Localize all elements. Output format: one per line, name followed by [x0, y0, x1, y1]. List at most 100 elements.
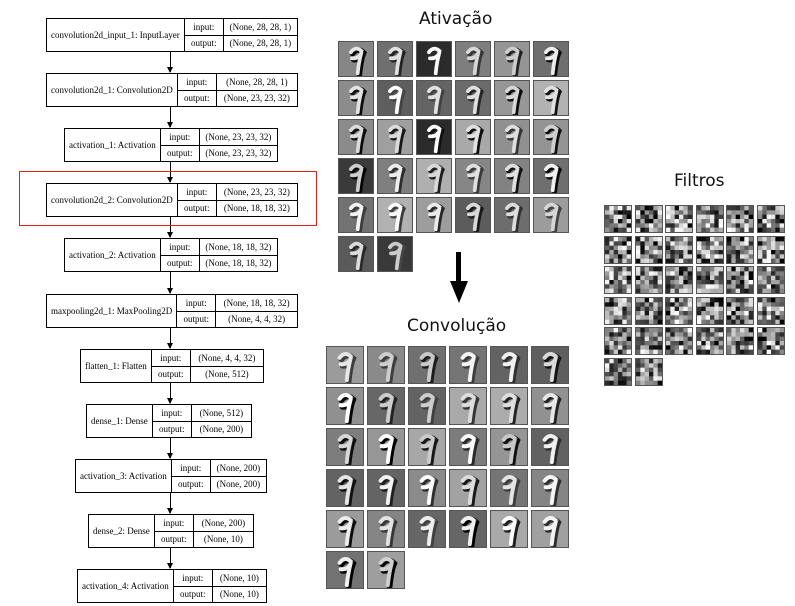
feature-map-tile — [494, 119, 530, 155]
flow-arrow — [167, 492, 173, 514]
filter-tile — [604, 357, 632, 386]
output-shape: (None, 10) — [219, 589, 259, 600]
filter-tile — [756, 327, 785, 355]
filter-tile — [665, 205, 693, 233]
input-label: input: — [172, 460, 211, 476]
feature-map-tile — [326, 469, 364, 507]
input-shape: (None, 23, 23, 32) — [223, 186, 290, 197]
filter-tile — [665, 235, 693, 264]
output-label: output: — [152, 366, 191, 382]
feature-map-tile — [490, 346, 528, 384]
feature-map-tile — [326, 387, 364, 425]
feature-map-tile — [449, 346, 487, 384]
filter-tile — [756, 296, 785, 325]
layer-name: activation_2: Activation — [65, 239, 161, 271]
filter-tile — [604, 205, 632, 233]
output-shape: (None, 23, 23, 32) — [205, 148, 272, 159]
feature-map-tile — [416, 80, 452, 116]
output-label: output: — [172, 476, 211, 492]
layer-node: maxpooling2d_1: MaxPooling2D input: (None,… — [46, 294, 298, 328]
layer-node: activation_4: Activation input: (None, 10)… — [77, 569, 267, 603]
layer-name: activation_1: Activation — [65, 129, 161, 161]
input-label: input: — [185, 19, 224, 35]
output-shape: (None, 512) — [205, 369, 249, 380]
filter-tile — [604, 235, 632, 264]
output-shape: (None, 200) — [199, 424, 244, 435]
layer-name: convolution2d_2: Convolution2D — [47, 184, 178, 216]
input-shape: (None, 28, 28, 1) — [226, 76, 288, 87]
activation-title: Ativação — [419, 9, 493, 29]
layer-node: activation_1: Activation input: (None, 23,… — [64, 128, 278, 162]
convolution-title: Convolução — [407, 316, 507, 336]
filter-tile — [665, 266, 693, 294]
flow-arrow — [167, 51, 173, 73]
feature-map-tile — [455, 41, 491, 77]
feature-map-tile — [338, 236, 374, 272]
filter-tile — [634, 357, 663, 386]
input-shape: (None, 200) — [201, 517, 246, 528]
output-label: output: — [177, 311, 217, 327]
layer-name: convolution2d_1: Convolution2D — [47, 74, 178, 106]
filter-tile — [726, 266, 754, 294]
layer-name: convolution2d_input_1: InputLayer — [47, 19, 185, 51]
filter-tile — [726, 296, 754, 325]
input-shape: (None, 4, 4, 32) — [198, 352, 256, 363]
layer-node: convolution2d_2: Convolution2D input: (Non… — [46, 183, 298, 217]
feature-map-tile — [449, 387, 487, 425]
feature-map-tile — [531, 387, 569, 425]
output-shape: (None, 28, 28, 1) — [229, 38, 292, 49]
output-shape: (None, 23, 23, 32) — [223, 93, 290, 104]
filter-tile — [756, 235, 785, 264]
filter-tile — [665, 296, 693, 325]
feature-map-tile — [367, 551, 405, 589]
input-label: input: — [153, 405, 192, 421]
flow-arrow — [167, 106, 173, 128]
input-label: input: — [178, 184, 217, 200]
feature-map-tile — [455, 197, 491, 233]
highlight-box — [19, 171, 317, 226]
input-label: input: — [155, 515, 194, 531]
feature-map-tile — [490, 428, 528, 466]
feature-map-tile — [408, 469, 446, 507]
input-label: input: — [161, 239, 200, 255]
feature-map-tile — [326, 428, 364, 466]
flow-arrow — [167, 327, 173, 349]
flow-arrow — [167, 437, 173, 459]
layer-node: convolution2d_1: Convolution2D input: (Non… — [46, 73, 298, 107]
input-shape: (None, 28, 28, 1) — [229, 21, 292, 32]
feature-map-tile — [533, 197, 569, 233]
feature-map-tile — [416, 158, 452, 194]
feature-map-tile — [408, 387, 446, 425]
filter-tile — [634, 296, 663, 325]
input-shape: (None, 18, 18, 32) — [223, 297, 290, 308]
flow-arrow — [167, 271, 173, 294]
feature-map-tile — [338, 41, 374, 77]
filter-tile — [726, 327, 754, 355]
feature-map-tile — [490, 510, 528, 548]
feature-map-tile — [533, 41, 569, 77]
layer-node: convolution2d_input_1: InputLayer input: (… — [46, 18, 298, 52]
feature-map-tile — [408, 510, 446, 548]
filter-tile — [665, 327, 693, 355]
filter-tile — [726, 235, 754, 264]
filter-tile — [695, 296, 724, 325]
filter-tile — [756, 266, 785, 294]
filter-tile — [634, 235, 663, 264]
feature-map-tile — [338, 119, 374, 155]
output-shape: (None, 18, 18, 32) — [223, 203, 290, 214]
feature-map-tile — [367, 428, 405, 466]
output-shape: (None, 4, 4, 32) — [228, 314, 286, 325]
feature-map-tile — [533, 80, 569, 116]
feature-map-tile — [416, 119, 452, 155]
input-shape: (None, 200) — [216, 462, 261, 473]
input-label: input: — [152, 350, 191, 366]
filter-tile — [604, 327, 632, 355]
output-label: output: — [178, 90, 217, 106]
filter-tile — [604, 296, 632, 325]
flow-arrow — [167, 216, 173, 238]
layer-name: activation_4: Activation — [78, 570, 174, 602]
output-label: output: — [161, 145, 200, 161]
filter-tile — [695, 235, 724, 264]
filter-tile — [634, 205, 663, 233]
filter-tile — [695, 266, 724, 294]
